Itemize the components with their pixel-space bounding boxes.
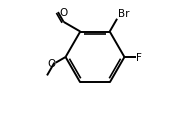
- Text: Br: Br: [118, 9, 129, 19]
- Text: O: O: [47, 58, 55, 68]
- Text: F: F: [136, 53, 142, 62]
- Text: O: O: [59, 7, 67, 17]
